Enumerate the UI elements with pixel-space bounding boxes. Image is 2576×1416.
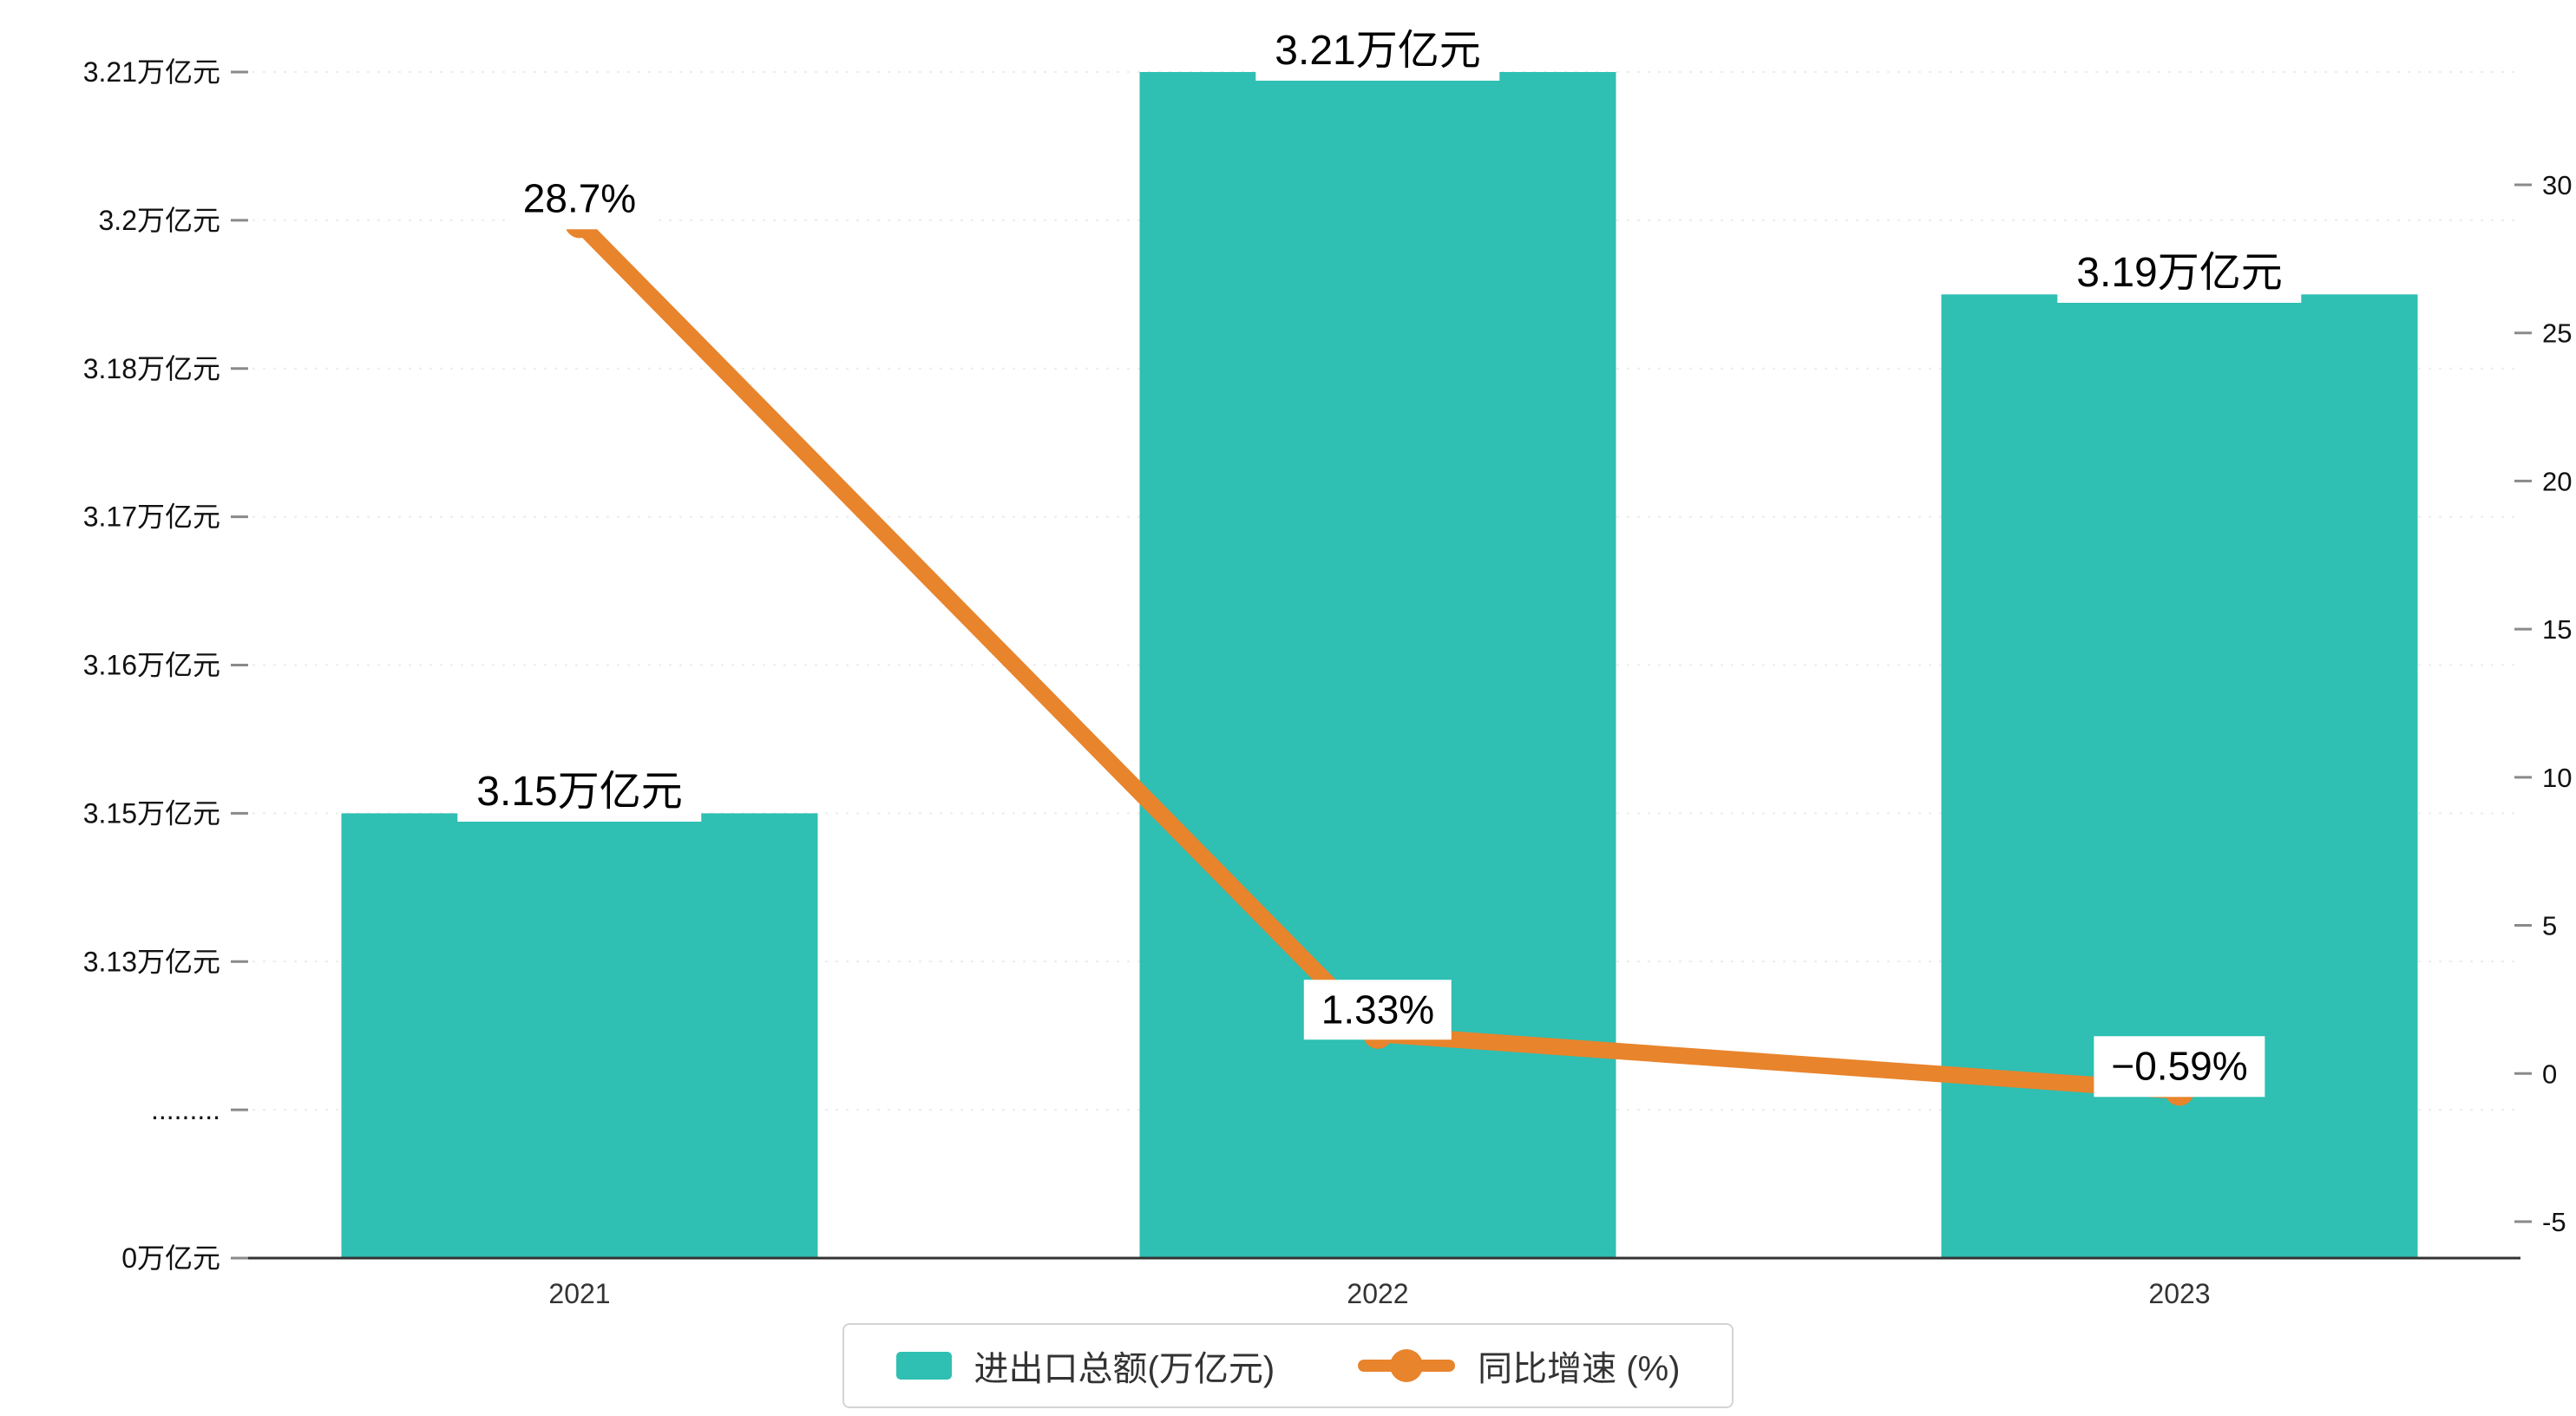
legend-item-growth[interactable]: 同比增速 (%) [1358,1341,1680,1391]
left-axis-label: 0万亿元 [121,1242,220,1274]
left-axis-label: 3.18万亿元 [83,353,220,384]
bar-2022 [1139,72,1616,1258]
line-swatch-dot-icon [1390,1349,1424,1382]
legend-item-imports-exports[interactable]: 进出口总额(万亿元) [895,1341,1275,1391]
left-axis-label: ......... [151,1094,220,1125]
right-axis-label: 5 [2542,911,2557,941]
right-axis-label: 30 [2542,170,2572,200]
right-axis-label: 10 [2542,763,2572,793]
bar-2021 [341,813,818,1258]
x-axis-label: 2023 [2148,1278,2210,1309]
growth-marker-2021 [565,208,594,239]
right-axis-label: 20 [2542,466,2572,496]
growth-marker-2023 [2165,1076,2194,1106]
growth-marker-2022 [1363,1019,1393,1049]
left-axis-label: 3.13万亿元 [83,946,220,977]
right-axis-label: 15 [2542,614,2572,645]
left-axis-label: 3.16万亿元 [83,650,220,681]
legend-label-imports-exports: 进出口总额(万亿元) [973,1350,1275,1388]
left-axis-label: 3.17万亿元 [83,502,220,533]
bar-swatch-icon [895,1352,952,1380]
left-axis-label: 3.2万亿元 [99,205,221,236]
right-axis-label: 0 [2542,1059,2557,1089]
legend: 进出口总额(万亿元) 同比增速 (%) [842,1323,1734,1408]
left-axis-label: 3.15万亿元 [83,797,220,829]
bar-2023 [1941,294,2418,1258]
right-axis-label: -5 [2542,1207,2566,1237]
legend-label-growth: 同比增速 (%) [1478,1350,1681,1388]
x-axis-label: 2021 [548,1278,610,1309]
right-axis-label: 25 [2542,318,2572,349]
line-swatch-icon [1358,1349,1456,1382]
x-axis-label: 2022 [1347,1278,1408,1309]
left-axis-label: 3.21万亿元 [83,56,220,88]
